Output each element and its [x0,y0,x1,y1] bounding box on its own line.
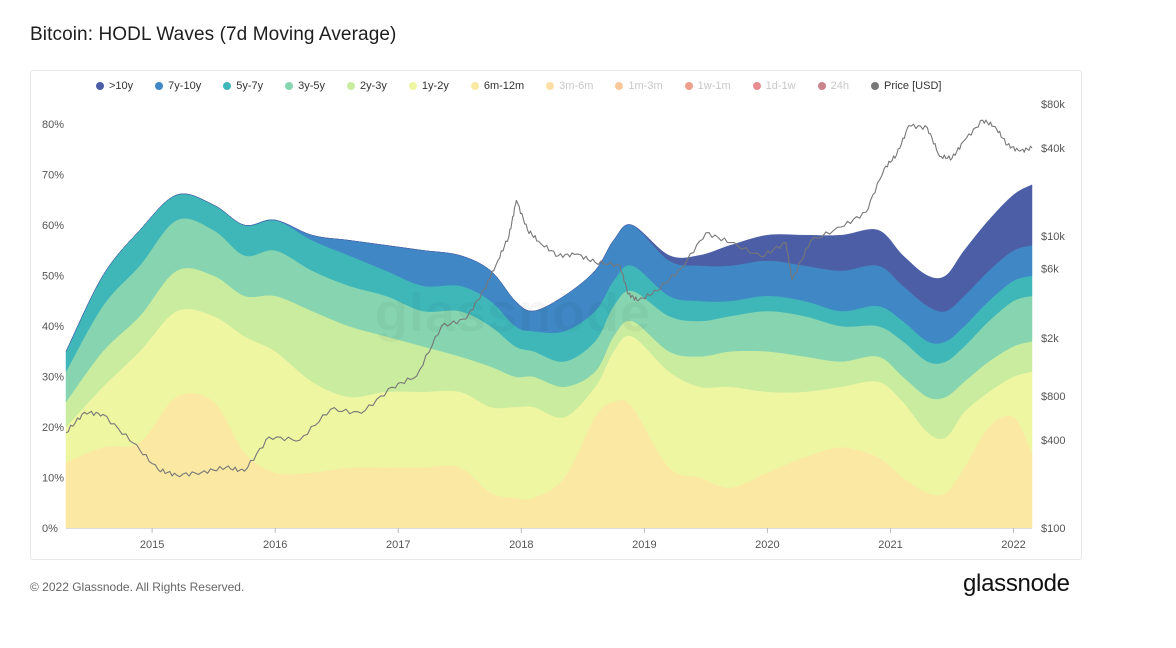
legend-label: 3y-5y [298,80,326,92]
x-tick-label: 2015 [140,539,164,551]
legend-swatch-icon [155,82,164,90]
legend-swatch-icon [817,82,826,90]
legend-swatch-icon [546,82,555,90]
y-right-tick-label: $2k [1041,333,1059,345]
x-tick-label: 2020 [755,539,779,551]
x-tick-label: 2019 [632,539,656,551]
y-right-tick-label: $40k [1041,143,1065,155]
area-layer [65,184,1033,529]
legend-swatch-icon [285,82,294,90]
y-left-tick-label: 80% [42,119,64,131]
legend-label: 1m-3m [628,80,663,92]
legend-swatch-icon [684,82,693,90]
chart-title: Bitcoin: HODL Waves (7d Moving Average) [30,24,397,45]
legend-item[interactable]: 3y-5y [285,80,325,92]
legend-label: Price [USD] [883,80,942,92]
x-tick-label: 2022 [1001,539,1025,551]
legend-label: 6m-12m [483,80,525,92]
legend-item[interactable]: 1m-3m [615,80,663,92]
left-axis: 0% 10% 20% 30% 40% 50% 60% 70% 80% [42,119,64,535]
legend-item[interactable]: >10y [96,80,133,92]
x-tick-label: 2017 [386,539,410,551]
legend-label: 1d-1w [765,80,796,92]
watermark-text: glassnode [375,282,651,344]
legend-swatch-icon [870,82,879,90]
y-left-tick-label: 40% [42,321,64,333]
legend-swatch-icon [615,82,624,90]
legend-label: 5y-7y [236,80,264,92]
legend-item[interactable]: 5y-7y [223,80,263,92]
x-tick-label: 2018 [509,539,533,551]
y-right-tick-label: $10k [1041,231,1065,243]
y-right-tick-label: $400 [1041,435,1065,447]
y-left-tick-label: 20% [42,422,64,434]
legend-item[interactable]: Price [USD] [870,80,942,92]
legend-label: 1w-1m [697,80,731,92]
legend-item[interactable]: 1y-2y [408,80,449,92]
copyright-footer: © 2022 Glassnode. All Rights Reserved. [30,580,245,594]
y-left-tick-label: 30% [42,372,64,384]
legend-item[interactable]: 1d-1w [752,80,796,92]
y-right-tick-label: $100 [1041,523,1065,535]
x-axis: 2015 2016 2017 2018 2019 2020 2021 2022 [66,528,1032,551]
chart-legend: >10y 7y-10y 5y-7y 3y-5y 2y-3y 1y-2y 6m-12m 3m-6… [96,80,963,92]
y-left-tick-label: 50% [42,271,64,283]
legend-item[interactable]: 3m-6m [546,80,593,92]
legend-swatch-icon [752,82,761,90]
price-line[interactable] [65,119,1033,478]
y-left-tick-label: 60% [42,220,64,232]
legend-label: 1y-2y [421,80,449,92]
brand-logo: glassnode [963,570,1070,597]
legend-swatch-icon [408,82,417,90]
y-right-tick-label: $800 [1041,391,1065,403]
legend-label: 7y-10y [168,80,202,92]
legend-swatch-icon [96,82,104,90]
y-left-tick-label: 0% [42,523,58,535]
legend-item[interactable]: 2y-3y [347,80,387,92]
legend-item[interactable]: 7y-10y [155,80,201,92]
y-left-tick-label: 70% [42,170,64,182]
legend-swatch-icon [470,82,479,90]
legend-label: 3m-6m [559,80,594,92]
y-left-tick-label: 10% [42,473,64,485]
area-band--10y[interactable] [65,184,1033,352]
x-tick-label: 2021 [878,539,902,551]
legend-swatch-icon [223,82,232,90]
legend-label: 2y-3y [360,80,387,92]
right-axis: $100 $400 $800 $2k $6k $10k $40k $80k [1041,99,1065,535]
legend-item[interactable]: 24h [817,80,849,92]
legend-item[interactable]: 1w-1m [684,80,731,92]
y-right-tick-label: $80k [1041,99,1065,111]
price-layer [65,119,1033,478]
legend-label: >10y [109,80,134,92]
legend-swatch-icon [347,82,356,90]
x-tick-label: 2016 [263,539,287,551]
y-right-tick-label: $6k [1041,263,1059,275]
legend-label: 24h [830,80,849,92]
legend-item[interactable]: 6m-12m [470,80,525,92]
